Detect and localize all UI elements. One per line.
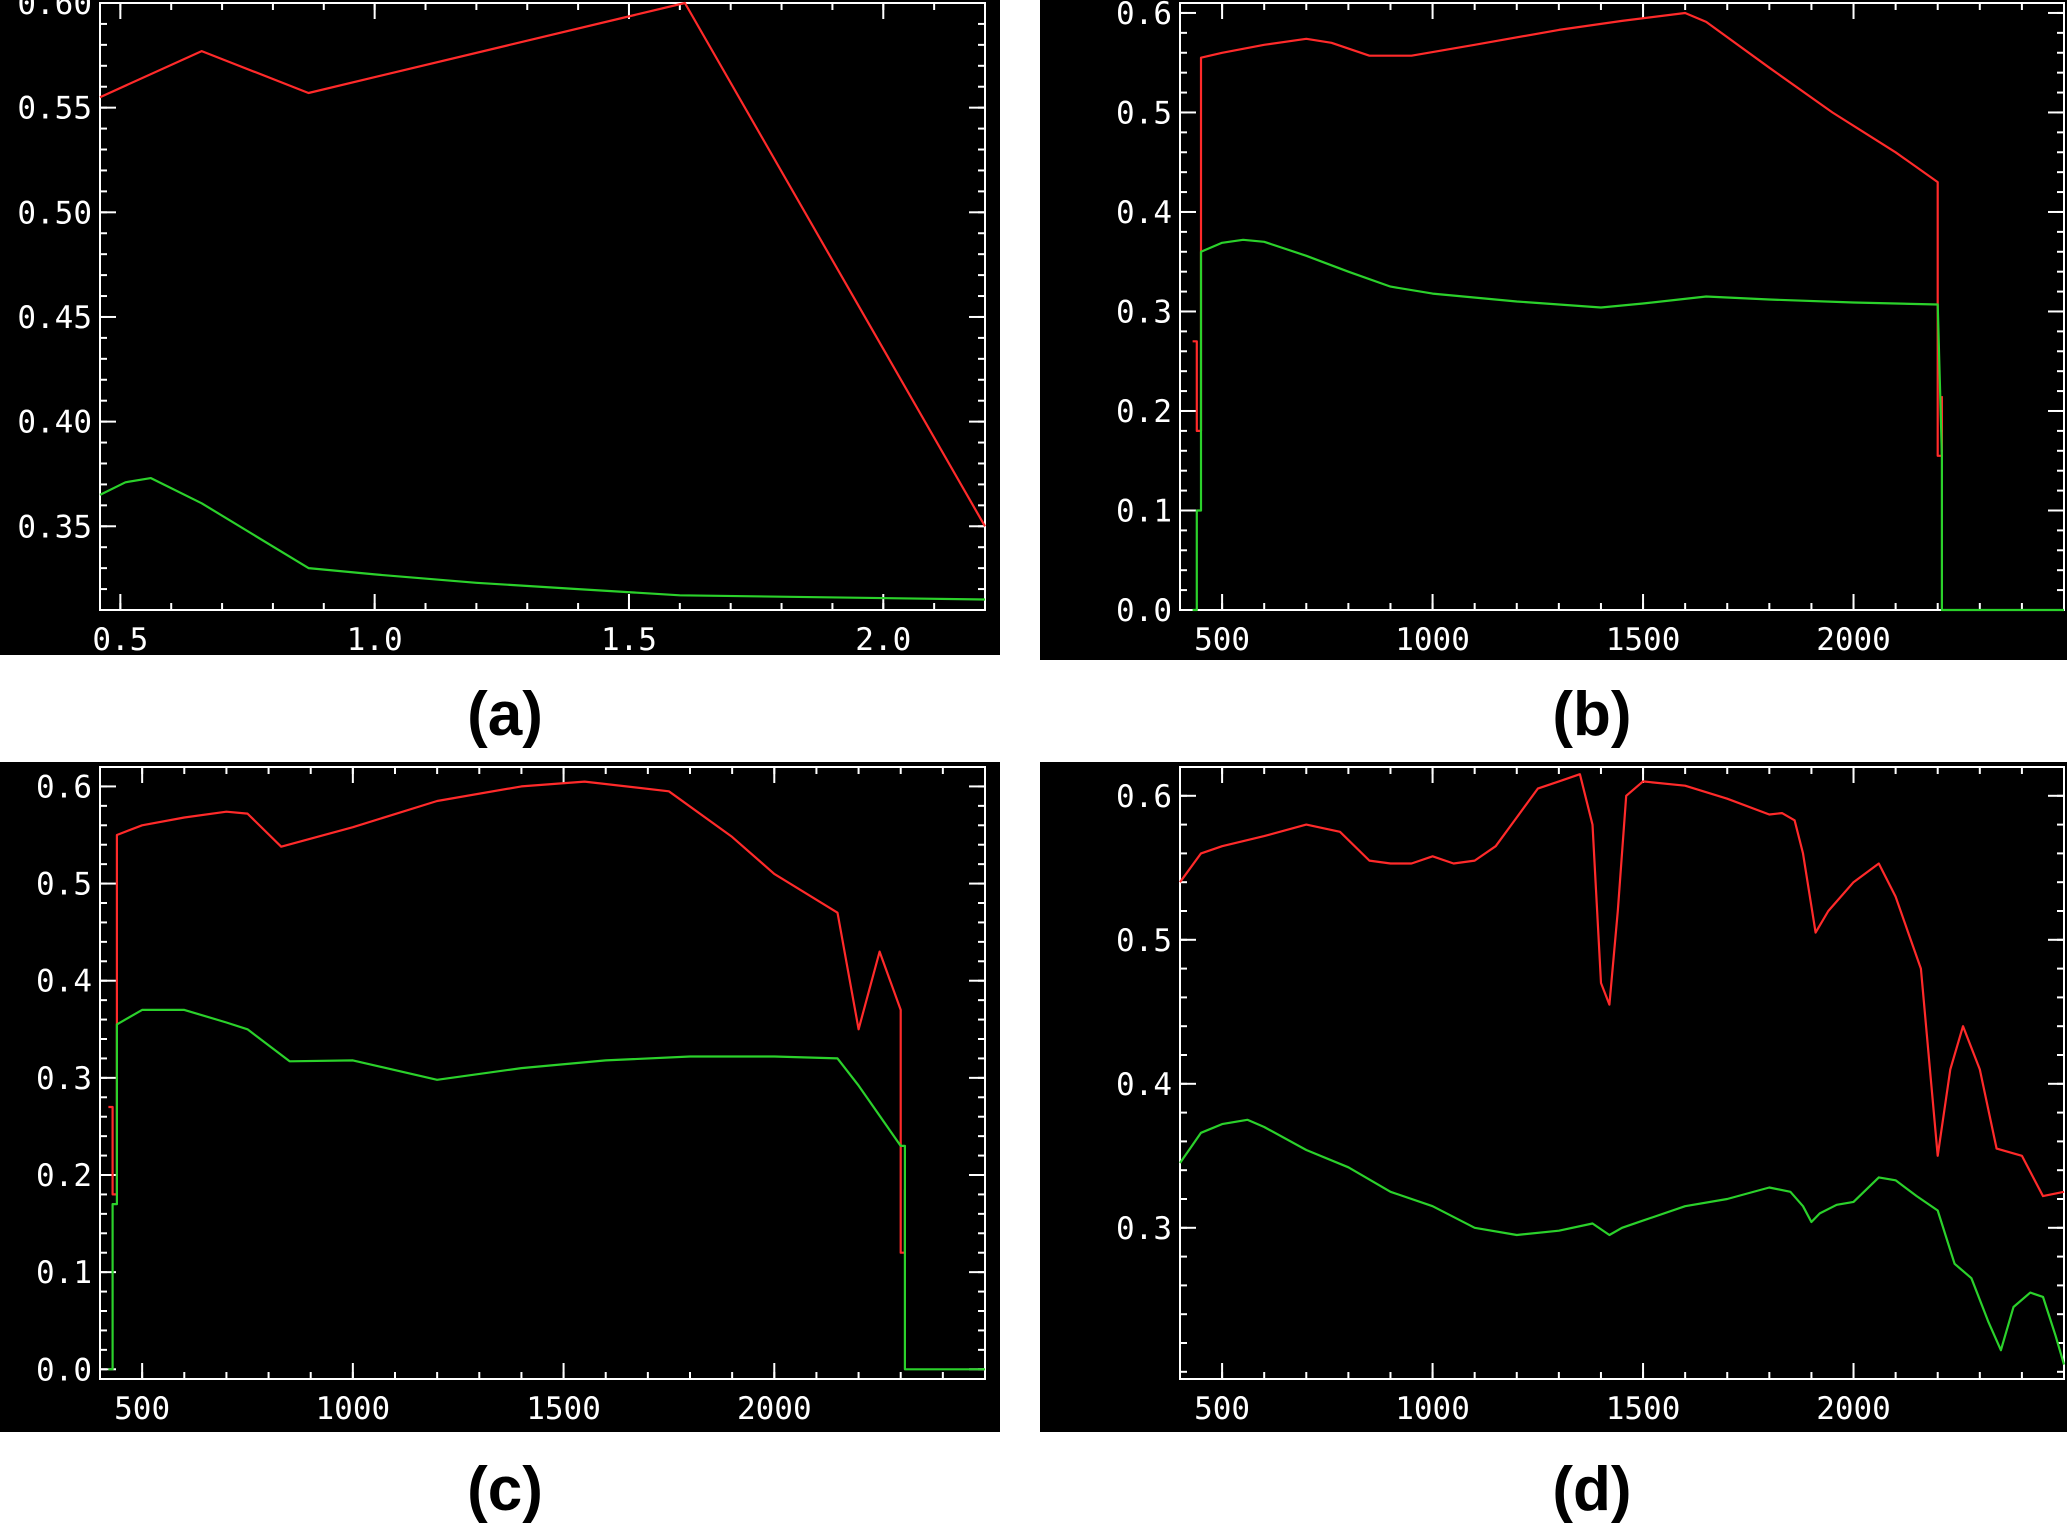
x-tick-label: 2000	[737, 1391, 812, 1427]
y-tick-label: 0.6	[1116, 779, 1172, 815]
series-line-red	[108, 780, 907, 1254]
panel-label-d: (d)	[1552, 1455, 1631, 1524]
series-line-green	[1179, 1118, 2066, 1365]
x-tick-label: 2000	[1816, 622, 1891, 658]
y-tick-label: 0.3	[1116, 294, 1172, 330]
x-tick-label: 1.0	[347, 622, 403, 658]
panel-c: 0.0 0.1 0.2 0.3 0.4 0.5 0.6 500 1000 1500 2000 (c…	[0, 762, 1000, 1524]
panel-d: 0.3 0.4 0.5 0.6 500 1000 1500 2000 (d)	[1040, 762, 2067, 1524]
y-tick-label: 0.45	[17, 300, 92, 336]
y-tick-label: 0.35	[17, 509, 92, 545]
panel-b: 0.0 0.1 0.2 0.3 0.4 0.5 0.6 500 1000 1500 2000 (b…	[1040, 0, 2067, 749]
x-tick-label: 1500	[526, 1391, 601, 1427]
panel-label-b: (b)	[1552, 680, 1631, 749]
y-tick-label: 0.2	[1116, 394, 1172, 430]
plot-frame-c	[99, 766, 986, 1380]
x-tick-label: 1000	[1395, 622, 1470, 658]
y-tick-label: 0.5	[1116, 923, 1172, 959]
plot-background-d	[1040, 762, 2067, 1432]
series-c	[108, 780, 985, 1371]
y-tick-label: 0.0	[36, 1352, 92, 1388]
series-line-green	[108, 1008, 985, 1371]
y-ticks-a: 0.35 0.40 0.45 0.50 0.55 0.60	[17, 0, 985, 611]
series-line-green	[1192, 238, 2064, 612]
y-tick-label: 0.3	[1116, 1211, 1172, 1247]
y-ticks-d: 0.3 0.4 0.5 0.6	[1116, 766, 2064, 1373]
series-line-red	[99, 1, 986, 527]
plot-background-c	[0, 762, 1000, 1432]
plot-frame-a	[99, 2, 986, 611]
y-tick-label: 0.0	[1116, 593, 1172, 629]
y-ticks-c: 0.0 0.1 0.2 0.3 0.4 0.5 0.6	[36, 766, 985, 1388]
y-tick-label: 0.6	[36, 769, 92, 805]
y-tick-label: 0.4	[1116, 1067, 1172, 1103]
x-tick-label: 0.5	[92, 622, 148, 658]
y-tick-label: 0.40	[17, 405, 92, 441]
x-tick-label: 2000	[1816, 1391, 1891, 1427]
y-tick-label: 0.4	[36, 964, 92, 1000]
plot-frame-d	[1179, 766, 2065, 1380]
x-tick-label: 1000	[316, 1391, 391, 1427]
x-ticks-a: 0.5 1.0 1.5 2.0	[92, 3, 986, 658]
panel-a: 0.35 0.40 0.45 0.50 0.55 0.60 0.5 1.0 1.5 2.0 (a…	[0, 0, 1000, 749]
x-tick-label: 1500	[1606, 622, 1681, 658]
x-tick-label: 500	[1194, 622, 1250, 658]
x-ticks-d: 500 1000 1500 2000	[1179, 767, 2065, 1427]
y-tick-label: 0.50	[17, 195, 92, 231]
y-tick-label: 0.5	[1116, 95, 1172, 131]
y-tick-label: 0.60	[17, 0, 92, 22]
series-d	[1179, 773, 2066, 1365]
x-tick-label: 1000	[1395, 1391, 1470, 1427]
y-tick-label: 0.3	[36, 1061, 92, 1097]
y-tick-label: 0.55	[17, 91, 92, 127]
y-tick-label: 0.5	[36, 867, 92, 903]
x-tick-label: 500	[1194, 1391, 1250, 1427]
panel-label-c: (c)	[467, 1455, 543, 1524]
x-tick-label: 1500	[1606, 1391, 1681, 1427]
x-ticks-c: 500 1000 1500 2000	[99, 767, 986, 1427]
y-tick-label: 0.6	[1116, 0, 1172, 32]
y-tick-label: 0.1	[36, 1255, 92, 1291]
series-line-green	[99, 477, 986, 601]
y-tick-label: 0.1	[1116, 493, 1172, 529]
panel-label-a: (a)	[467, 680, 543, 749]
series-line-red	[1179, 773, 2065, 1198]
plot-background-a	[0, 0, 1000, 655]
x-tick-label: 2.0	[855, 622, 911, 658]
series-a	[99, 1, 986, 601]
x-tick-label: 1.5	[601, 622, 657, 658]
y-tick-label: 0.4	[1116, 195, 1172, 231]
plot-background-b	[1040, 0, 2067, 660]
series-line-red	[1192, 11, 1944, 457]
y-tick-label: 0.2	[36, 1158, 92, 1194]
x-ticks-b: 500 1000 1500 2000	[1179, 3, 2065, 658]
y-ticks-b: 0.0 0.1 0.2 0.3 0.4 0.5 0.6	[1116, 0, 2064, 629]
plot-frame-b	[1179, 2, 2065, 611]
x-tick-label: 500	[114, 1391, 170, 1427]
series-b	[1192, 11, 2064, 612]
